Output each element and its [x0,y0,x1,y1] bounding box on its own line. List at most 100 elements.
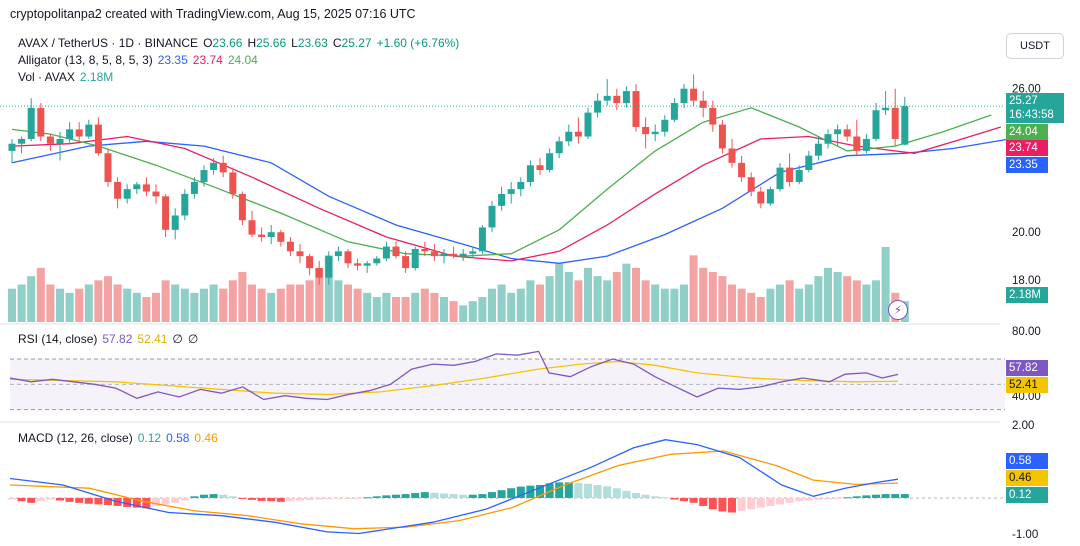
candle-body [613,95,621,104]
macd-hist-bar [507,488,516,498]
volume-bar [660,288,669,322]
volume-bar [75,288,84,322]
macd-line-value: 0.58 [166,431,190,445]
macd-hist-bar [411,493,420,498]
macd-hist-bar [27,497,36,503]
alligator-label[interactable]: Alligator (13, 8, 5, 8, 5, 3) [18,53,153,67]
high-value: 25.66 [256,36,287,50]
candle-body [709,107,717,125]
macd-hist-bar [651,496,660,498]
candle-body [56,138,64,144]
candle-body [142,184,150,192]
alligator-legend: Alligator (13, 8, 5, 8, 5, 3) 23.35 23.74 2… [18,53,263,67]
macd-hist-bar [497,490,506,498]
volume-bar [257,288,266,322]
macd-hist-bar [353,497,362,499]
volume-bar [248,284,256,322]
volume-bar [36,267,45,322]
candle-body [190,181,198,194]
candle-body [382,246,390,259]
last-price-tag: 25.27 [1006,93,1064,109]
candle-body [642,126,650,135]
symbol-name[interactable]: AVAX / TetherUS · 1D · BINANCE [18,36,199,50]
volume-bar [651,284,660,322]
volume-bar [852,280,861,322]
macd-hist-bar [603,486,612,498]
volume-bar [276,288,285,322]
volume-bar [766,288,775,322]
macd-hist-bar [564,482,573,498]
macd-hist-bar [449,494,458,498]
low-value: 23.63 [297,36,328,50]
macd-hist-bar [104,497,112,506]
volume-bar [17,284,26,322]
macd-line [9,439,899,535]
volume-bar [824,267,832,322]
volume-bar [200,288,208,322]
macd-hist-bar [238,497,247,499]
rsi-label[interactable]: RSI (14, close) [18,332,98,346]
macd-hist-bar [824,497,832,500]
macd-line-tag: 0.58 [1006,453,1048,469]
volume-bar [718,276,727,322]
macd-hist-bar [305,497,314,500]
candle-body [853,136,861,151]
macd-hist-bar [142,497,151,509]
rsi-ma-line [9,360,899,396]
macd-hist-bar [132,497,141,508]
candle-body [795,170,803,182]
change-value: +1.60 (+6.76%) [376,36,460,50]
macd-hist-bar [680,497,688,502]
volume-bar [104,276,112,322]
macd-hist-bar [17,497,26,502]
volume-label[interactable]: Vol · AVAX [18,70,75,84]
currency-unit-button[interactable]: USDT [1006,33,1064,59]
macd-hist-bar [152,497,160,507]
volume-bar [584,267,592,322]
volume-bar [843,276,852,322]
candle-body [200,170,208,182]
volume-bar [420,288,429,322]
volume-bar [46,284,55,322]
candle-body [411,248,419,269]
volume-bar [689,255,698,322]
volume-bar [622,263,631,322]
macd-hist-bar [65,497,74,502]
candle-body [238,193,246,221]
volume-bar [747,292,756,322]
macd-hist-bar [468,494,477,498]
candle-body [8,143,16,151]
macd-hist-bar [315,497,324,500]
macd-hist-value: 0.12 [137,431,162,445]
macd-hist-bar [670,497,679,500]
candle-body [882,107,890,111]
volume-bar [516,288,525,322]
macd-hist-bar [430,492,439,498]
candle-body [37,107,45,137]
macd-hist-bar [257,497,266,501]
volume-bar [728,284,736,322]
macd-hist-bar [75,497,84,503]
volume-bar [315,267,324,322]
alligator-teeth-line [11,126,1001,262]
volume-bar [219,288,228,322]
macd-hist-bar [699,497,708,507]
bar-countdown-tag: 16:43:58 [1006,107,1064,123]
macd-signal-tag: 0.46 [1006,470,1048,486]
macd-hist-bar [574,483,583,498]
macd-hist-bar [363,497,372,499]
alligator-lips-value: 24.04 [227,53,258,67]
volume-bar [632,267,640,322]
macd-hist-bar [747,497,756,510]
alligator-lips-line [11,107,992,257]
macd-signal-value: 0.46 [194,431,218,445]
candle-body [766,189,774,204]
candle-body [94,124,102,154]
macd-hist-bar [641,494,650,498]
lightning-icon[interactable]: ⚡ [888,300,908,320]
macd-hist-bar [872,494,880,498]
macd-hist-bar [84,497,93,504]
candle-body [123,189,131,199]
macd-label[interactable]: MACD (12, 26, close) [18,431,133,445]
